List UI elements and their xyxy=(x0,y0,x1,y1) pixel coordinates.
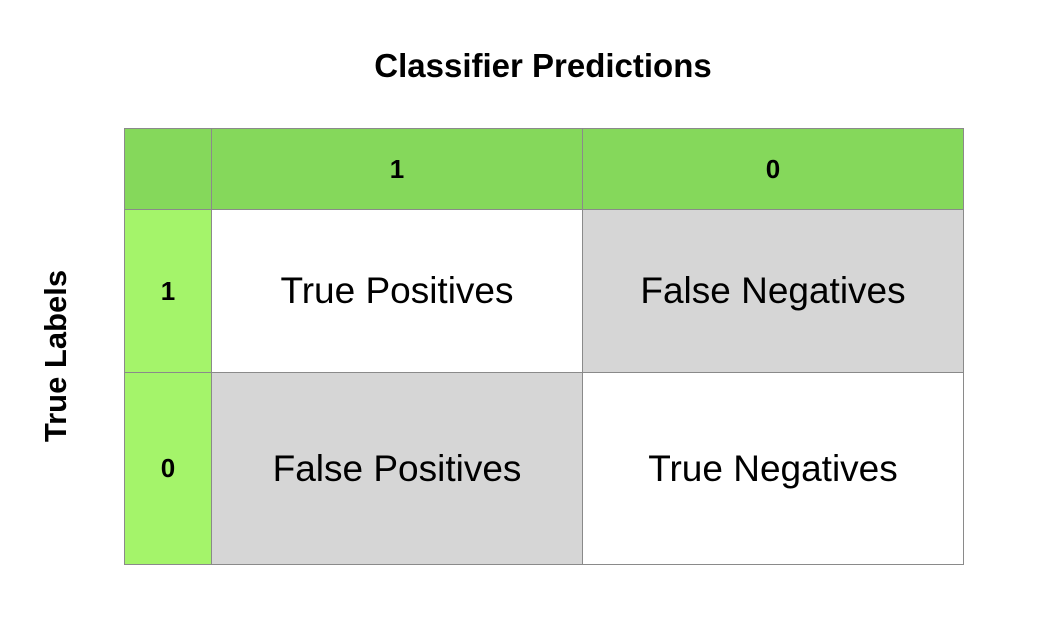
confusion-matrix: 1 0 1 True Positives False Negatives 0 F… xyxy=(124,128,964,565)
diagram-title: Classifier Predictions xyxy=(374,47,712,84)
cell-true-negatives: True Negatives xyxy=(583,373,964,565)
row-axis-label: True Labels xyxy=(38,269,73,443)
corner-cell xyxy=(125,129,212,210)
cell-false-negatives: False Negatives xyxy=(583,210,964,373)
row-header-0: 0 xyxy=(125,373,212,565)
column-header-0: 0 xyxy=(583,129,964,210)
column-header-1: 1 xyxy=(212,129,583,210)
cell-true-positives: True Positives xyxy=(212,210,583,373)
cell-false-positives: False Positives xyxy=(212,373,583,565)
row-header-1: 1 xyxy=(125,210,212,373)
